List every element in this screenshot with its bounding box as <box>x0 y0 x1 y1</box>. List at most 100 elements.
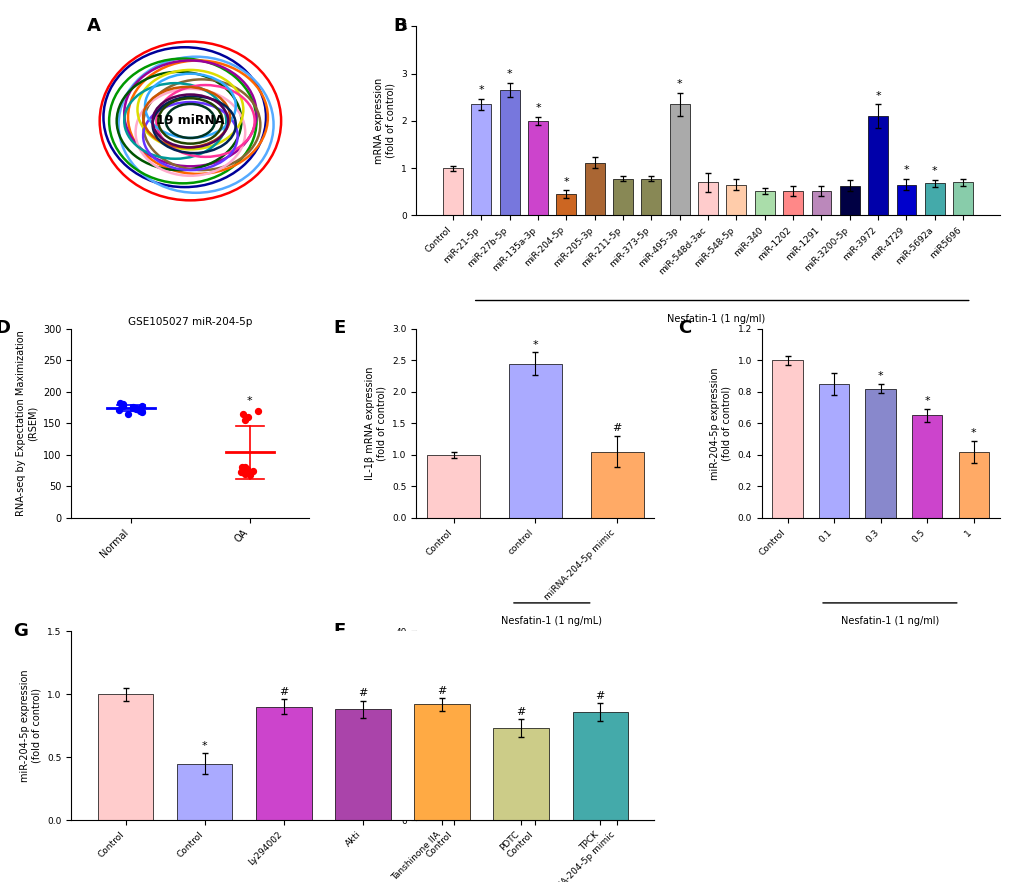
Bar <box>924 183 944 215</box>
Bar <box>572 712 628 820</box>
Text: Nesfatin-1 (1 ng/ml): Nesfatin-1 (1 ng/ml) <box>666 314 765 324</box>
Bar <box>414 705 470 820</box>
Bar <box>669 104 689 215</box>
Bar <box>499 90 519 215</box>
Text: #: # <box>516 707 526 717</box>
Bar <box>818 384 849 518</box>
Point <box>125 400 142 414</box>
Y-axis label: IL-1β concentration
(pg/mL): IL-1β concentration (pg/mL) <box>368 678 389 774</box>
Text: *: * <box>535 103 540 114</box>
Y-axis label: RNA-seq by Expectation Maximization
(RSEM): RNA-seq by Expectation Maximization (RSE… <box>16 331 38 516</box>
Title: GSE105027 miR-204-5p: GSE105027 miR-204-5p <box>128 317 253 326</box>
Point <box>234 464 251 478</box>
Point <box>112 395 128 409</box>
Bar <box>641 178 660 215</box>
Bar <box>590 747 643 820</box>
Text: *: * <box>874 91 880 101</box>
Bar <box>865 389 895 518</box>
Bar <box>427 754 480 820</box>
Point <box>125 400 142 415</box>
Bar <box>958 452 987 518</box>
Bar <box>811 191 830 215</box>
Point <box>114 399 130 413</box>
Point <box>128 402 145 416</box>
Point <box>234 407 251 421</box>
Text: *: * <box>478 85 484 95</box>
Bar <box>555 194 576 215</box>
Text: *: * <box>923 396 929 406</box>
Bar <box>442 168 463 215</box>
Bar <box>508 363 561 518</box>
Text: *: * <box>532 669 538 678</box>
Text: *: * <box>677 78 682 89</box>
Point <box>238 461 255 475</box>
Bar <box>335 709 390 820</box>
Text: *: * <box>247 397 253 407</box>
Bar <box>427 455 480 518</box>
Text: *: * <box>877 370 882 381</box>
Bar <box>471 104 491 215</box>
Text: *: * <box>532 340 538 349</box>
Text: *: * <box>931 166 936 176</box>
Bar <box>783 191 802 215</box>
Point <box>111 403 127 417</box>
Point <box>127 401 144 415</box>
Bar <box>256 706 311 820</box>
Point <box>234 460 251 475</box>
Text: A: A <box>87 17 100 35</box>
Point <box>133 405 150 419</box>
Bar <box>697 183 717 215</box>
Bar <box>584 162 604 215</box>
Bar <box>493 729 548 820</box>
Bar <box>508 698 561 820</box>
Point <box>236 467 253 481</box>
Point <box>243 468 259 482</box>
Bar <box>839 186 859 215</box>
Text: Nesfatin-1 (1 ng/mL): Nesfatin-1 (1 ng/mL) <box>500 617 602 626</box>
Bar <box>867 116 888 215</box>
Y-axis label: IL-1β mRNA expression
(fold of control): IL-1β mRNA expression (fold of control) <box>365 367 386 480</box>
Bar <box>953 183 972 215</box>
Text: D: D <box>0 319 10 338</box>
Text: Nesfatin-1 (1 ng/ml): Nesfatin-1 (1 ng/ml) <box>840 617 938 626</box>
Text: *: * <box>970 428 975 437</box>
Point <box>233 466 250 480</box>
Point <box>245 464 261 478</box>
Text: B: B <box>392 17 407 35</box>
Text: #: # <box>358 688 367 698</box>
Text: 19 miRNA: 19 miRNA <box>156 115 224 128</box>
Point <box>239 410 256 424</box>
Y-axis label: miR-204-5p expression
(fold of control): miR-204-5p expression (fold of control) <box>709 367 732 480</box>
Point <box>250 404 266 418</box>
Point <box>114 398 130 412</box>
Text: *: * <box>903 165 908 176</box>
Text: *: * <box>506 70 512 79</box>
Bar <box>590 452 643 518</box>
Point <box>236 413 253 427</box>
Bar <box>612 178 633 215</box>
Bar <box>726 184 746 215</box>
Bar <box>754 191 773 215</box>
Point <box>119 407 136 421</box>
Text: *: * <box>202 741 207 751</box>
Text: #: # <box>279 687 288 697</box>
Text: #: # <box>437 685 446 696</box>
Bar <box>98 694 153 820</box>
Y-axis label: mRNA expression
(fold of control): mRNA expression (fold of control) <box>374 78 395 164</box>
Point <box>133 400 150 414</box>
Text: G: G <box>13 622 28 639</box>
Text: C: C <box>678 319 691 338</box>
Bar <box>177 764 232 820</box>
Text: *: * <box>562 176 569 187</box>
Text: #: # <box>611 725 622 736</box>
Bar <box>896 184 915 215</box>
Point <box>236 460 253 475</box>
Text: F: F <box>333 622 345 639</box>
Point <box>131 404 148 418</box>
Text: #: # <box>611 423 622 433</box>
Text: E: E <box>333 319 345 338</box>
Bar <box>771 361 802 518</box>
Bar <box>911 415 942 518</box>
Y-axis label: miR-204-5p expression
(fold of control): miR-204-5p expression (fold of control) <box>20 669 42 782</box>
Bar <box>528 121 547 215</box>
